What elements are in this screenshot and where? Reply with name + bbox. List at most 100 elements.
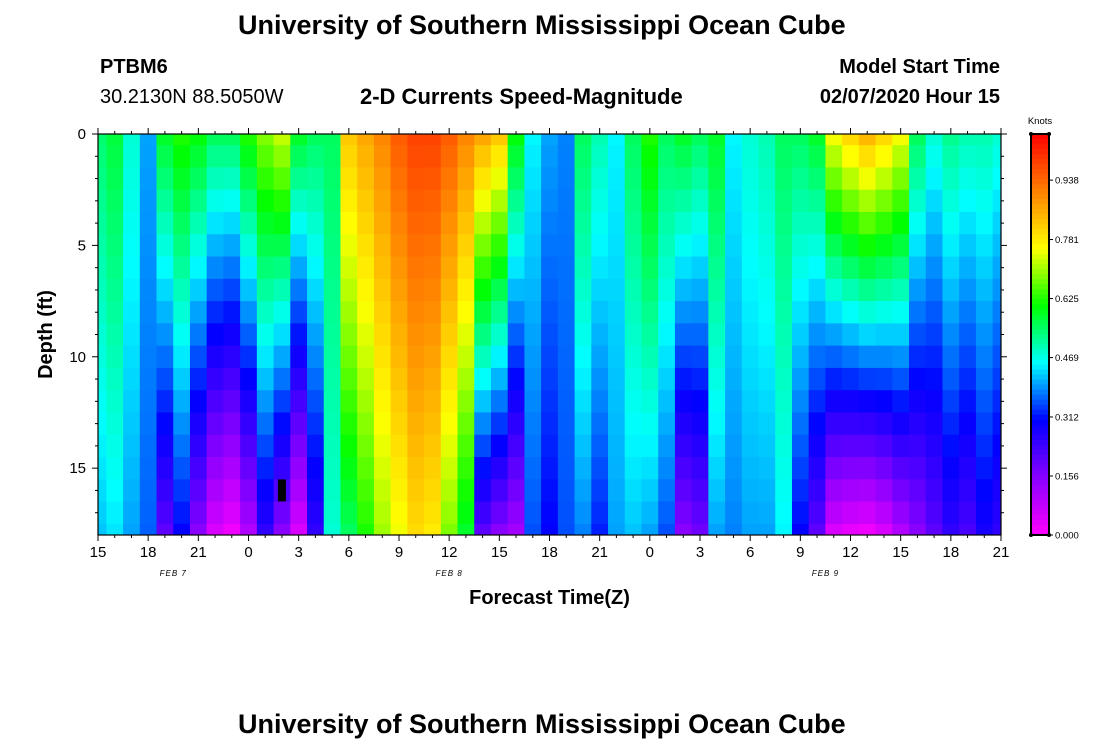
heatmap-cell bbox=[357, 323, 375, 347]
heatmap-cell bbox=[98, 479, 107, 502]
heatmap-cell bbox=[959, 390, 977, 413]
heatmap-cell bbox=[173, 367, 191, 391]
heatmap-cell bbox=[574, 323, 592, 347]
heatmap-cell bbox=[624, 211, 642, 235]
heatmap-cell bbox=[541, 211, 559, 235]
heatmap-cell bbox=[273, 256, 291, 280]
heatmap-cell bbox=[758, 234, 776, 257]
heatmap-cell bbox=[357, 278, 375, 302]
colorbar: Knots 0.000 0.156 0.312 0.469 0.625 0.781 0.938 bbox=[1028, 116, 1079, 542]
heatmap-cell bbox=[691, 167, 709, 191]
x-tick-label: 15 bbox=[90, 544, 107, 561]
heatmap-cell bbox=[875, 323, 893, 347]
heatmap-cell bbox=[240, 479, 258, 502]
heatmap-cell bbox=[775, 434, 793, 458]
colorbar-segment bbox=[1031, 349, 1049, 356]
heatmap-cell bbox=[574, 278, 592, 302]
heatmap-cell bbox=[574, 390, 592, 413]
heatmap-cell bbox=[825, 145, 843, 168]
heatmap-cell bbox=[490, 345, 509, 369]
heatmap-cell bbox=[875, 278, 893, 302]
heatmap-cell bbox=[106, 234, 124, 257]
heatmap-cell bbox=[390, 301, 408, 324]
heatmap-cell bbox=[775, 134, 793, 146]
colorbar-segment bbox=[1031, 189, 1049, 195]
heatmap-cell bbox=[608, 278, 626, 302]
heatmap-cell bbox=[440, 301, 458, 324]
heatmap-cell bbox=[892, 167, 910, 191]
heatmap-cell bbox=[658, 211, 676, 235]
heatmap-cell bbox=[139, 134, 157, 146]
heatmap-cell bbox=[173, 278, 191, 302]
colorbar-segment bbox=[1031, 339, 1049, 346]
colorbar-segment bbox=[1031, 164, 1049, 170]
heatmap-cell bbox=[708, 479, 726, 502]
heatmap-cell bbox=[758, 479, 776, 502]
heatmap-cell bbox=[842, 323, 860, 347]
heatmap-cell bbox=[942, 390, 960, 413]
heatmap-cell bbox=[942, 301, 960, 324]
heatmap-cell bbox=[173, 457, 191, 480]
heatmap-cell bbox=[440, 479, 458, 502]
heatmap-cell bbox=[424, 211, 442, 235]
heatmap-cell bbox=[858, 234, 876, 257]
heatmap-cell bbox=[557, 234, 575, 257]
heatmap-cell bbox=[440, 457, 458, 480]
heatmap-cell bbox=[574, 234, 592, 257]
heatmap-cell bbox=[407, 301, 425, 324]
heatmap-cell bbox=[741, 167, 759, 191]
heatmap-cell bbox=[658, 134, 676, 146]
heatmap-cell bbox=[139, 390, 157, 413]
heatmap-cell bbox=[323, 278, 341, 302]
heatmap-cell bbox=[390, 501, 408, 525]
heatmap-cell bbox=[373, 367, 392, 391]
heatmap-cell bbox=[457, 323, 475, 347]
heatmap-cell bbox=[658, 501, 676, 525]
y-axis: 0 5 10 15 bbox=[69, 126, 1007, 514]
heatmap-cell bbox=[775, 301, 793, 324]
heatmap-cell bbox=[741, 434, 759, 458]
heatmap-cell bbox=[156, 234, 174, 257]
heatmap-cell bbox=[474, 412, 492, 436]
heatmap-cell bbox=[658, 256, 676, 280]
heatmap-cell bbox=[909, 256, 927, 280]
heatmap-cell bbox=[658, 345, 676, 369]
heatmap-cell bbox=[925, 256, 943, 280]
heatmap-cell bbox=[206, 167, 224, 191]
heatmap-cell bbox=[490, 523, 509, 536]
heatmap-cell bbox=[474, 145, 492, 168]
colorbar-segment bbox=[1031, 474, 1049, 481]
heatmap-cell bbox=[641, 134, 659, 146]
heatmap-cell bbox=[290, 211, 308, 235]
colorbar-segment bbox=[1031, 489, 1049, 496]
heatmap-cell bbox=[290, 412, 308, 436]
heatmap-cell bbox=[323, 134, 341, 146]
heatmap-cell bbox=[273, 301, 291, 324]
heatmap-cell bbox=[557, 523, 575, 536]
heatmap-cell bbox=[691, 323, 709, 347]
heatmap-cell bbox=[992, 390, 1002, 413]
heatmap-cell bbox=[173, 390, 191, 413]
heatmap-cell bbox=[591, 145, 609, 168]
heatmap-cell bbox=[808, 145, 826, 168]
heatmap-cell bbox=[457, 479, 475, 502]
heatmap-cell bbox=[507, 523, 525, 536]
heatmap-cell bbox=[474, 167, 492, 191]
heatmap-cell bbox=[791, 345, 810, 369]
heatmap-cell bbox=[775, 345, 793, 369]
heatmap-cell bbox=[959, 134, 977, 146]
heatmap-cell bbox=[256, 390, 274, 413]
heatmap-cell bbox=[189, 457, 208, 480]
heatmap-cell bbox=[557, 412, 575, 436]
heatmap-cell bbox=[992, 211, 1002, 235]
heatmap-cell bbox=[674, 345, 693, 369]
heatmap-cell bbox=[574, 479, 592, 502]
heatmap-cell bbox=[557, 345, 575, 369]
colorbar-segment bbox=[1031, 174, 1049, 180]
heatmap-cell bbox=[373, 434, 392, 458]
heatmap-cell bbox=[390, 189, 408, 213]
heatmap-cell bbox=[691, 301, 709, 324]
x-tick-label: 21 bbox=[591, 544, 608, 561]
heatmap-cell bbox=[557, 479, 575, 502]
colorbar-segment bbox=[1031, 219, 1049, 225]
